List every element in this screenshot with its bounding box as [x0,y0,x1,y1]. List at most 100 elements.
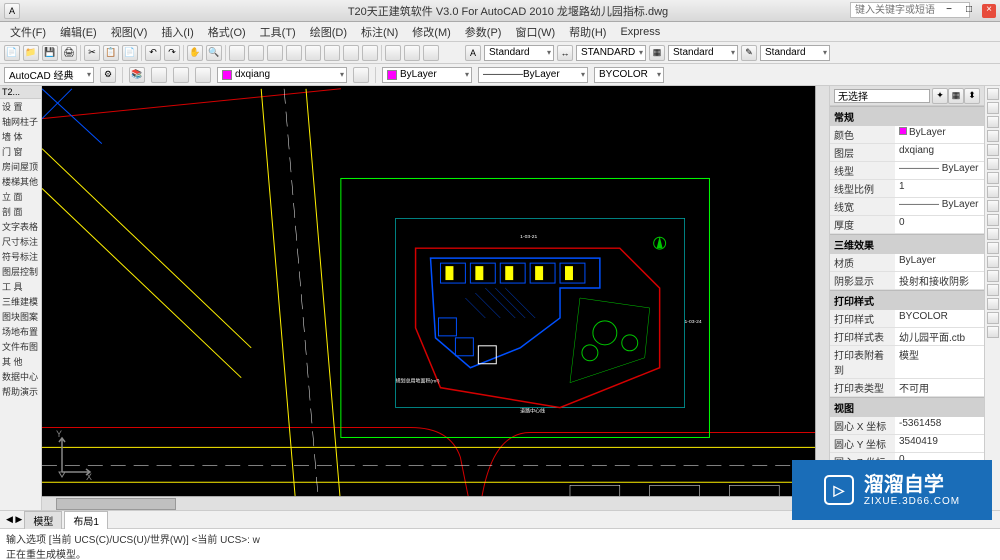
prop-btn-2[interactable]: ▦ [948,88,964,104]
prop-row[interactable]: 颜色ByLayer [830,126,984,144]
rtool-15[interactable] [987,284,999,296]
tbl-icon[interactable]: ▦ [649,45,665,61]
tool-c[interactable] [267,45,283,61]
prop-val[interactable]: 3540419 [895,435,984,452]
tool-k[interactable] [423,45,439,61]
tab-layout1[interactable]: 布局1 [64,511,108,529]
left-tab[interactable]: T2... [0,86,41,99]
menu-edit[interactable]: 编辑(E) [54,22,103,42]
prop-row[interactable]: 打印样式表幼儿园平面.ctb [830,328,984,346]
scrollbar-thumb[interactable] [56,498,176,510]
color-dropdown[interactable]: ByLayer [382,67,472,83]
left-item-2[interactable]: 墙 体 [0,129,41,144]
rtool-6[interactable] [987,158,999,170]
lineweight-dropdown[interactable]: BYCOLOR [594,67,664,83]
left-item-0[interactable]: 设 置 [0,99,41,114]
rtool-7[interactable] [987,172,999,184]
mleaderstyle-dropdown[interactable]: Standard [760,45,830,61]
left-item-13[interactable]: 三维建模 [0,294,41,309]
menu-param[interactable]: 参数(P) [459,22,508,42]
menu-window[interactable]: 窗口(W) [509,22,561,42]
scrollbar-horizontal[interactable] [42,496,815,510]
left-item-16[interactable]: 文件布图 [0,339,41,354]
dim-icon2[interactable]: ↔ [557,45,573,61]
dim-icon[interactable]: A [465,45,481,61]
prop-row[interactable]: 圆心 X 坐标-5361458 [830,417,984,435]
ml-icon[interactable]: ✎ [741,45,757,61]
save-icon[interactable]: 💾 [42,45,58,61]
prop-val[interactable]: 1 [895,180,984,197]
scrollbar-vertical[interactable] [815,86,829,496]
prop-row[interactable]: 线型———— ByLayer [830,162,984,180]
rtool-1[interactable] [987,88,999,100]
prop-row[interactable]: 打印样式BYCOLOR [830,310,984,328]
left-item-11[interactable]: 图层控制 [0,264,41,279]
menu-dim[interactable]: 标注(N) [355,22,404,42]
prop-val[interactable]: 模型 [895,346,984,378]
left-item-14[interactable]: 图块图案 [0,309,41,324]
prop-val[interactable]: ———— ByLayer [895,198,984,215]
tool-j[interactable] [404,45,420,61]
redo-icon[interactable]: ↷ [164,45,180,61]
left-item-3[interactable]: 门 窗 [0,144,41,159]
tool-e[interactable] [305,45,321,61]
tool-i[interactable] [385,45,401,61]
rtool-11[interactable] [987,228,999,240]
left-item-19[interactable]: 帮助演示 [0,384,41,399]
prop-row[interactable]: 圆心 Y 坐标3540419 [830,435,984,453]
drawing-canvas[interactable]: 1-03-21 道路中心线 1-03-24 规划总用地面积(m²) Y X [42,86,829,510]
prop-group[interactable]: 打印样式 [830,290,984,310]
open-icon[interactable]: 📁 [23,45,39,61]
left-item-15[interactable]: 场地布置 [0,324,41,339]
layer-mgr-icon[interactable]: 📚 [129,67,145,83]
menu-draw[interactable]: 绘图(D) [304,22,353,42]
maximize-icon[interactable]: □ [962,4,976,18]
layer-dropdown[interactable]: dxqiang [217,67,347,83]
prop-group[interactable]: 视图 [830,397,984,417]
menu-view[interactable]: 视图(V) [105,22,154,42]
left-item-8[interactable]: 文字表格 [0,219,41,234]
menu-help[interactable]: 帮助(H) [563,22,612,42]
prop-val[interactable]: -5361458 [895,417,984,434]
menu-file[interactable]: 文件(F) [4,22,52,42]
prop-group[interactable]: 常规 [830,106,984,126]
menu-express[interactable]: Express [614,24,666,40]
tool-d[interactable] [286,45,302,61]
tool-f[interactable] [324,45,340,61]
prop-row[interactable]: 线型比例1 [830,180,984,198]
linetype-dropdown[interactable]: ———— ByLayer [478,67,588,83]
minimize-icon[interactable]: − [942,4,956,18]
prop-val[interactable]: ByLayer [895,126,984,143]
layer-e-icon[interactable] [353,67,369,83]
pan-icon[interactable]: ✋ [187,45,203,61]
menu-insert[interactable]: 插入(I) [155,22,199,42]
rtool-13[interactable] [987,256,999,268]
rtool-9[interactable] [987,200,999,212]
prop-group[interactable]: 三维效果 [830,234,984,254]
dimstyle-dropdown[interactable]: STANDARD [576,45,646,61]
rtool-8[interactable] [987,186,999,198]
prop-row[interactable]: 厚度0 [830,216,984,234]
prop-row[interactable]: 打印表类型不可用 [830,379,984,397]
rtool-16[interactable] [987,298,999,310]
prop-val[interactable]: ByLayer [895,254,984,271]
rtool-14[interactable] [987,270,999,282]
left-item-18[interactable]: 数据中心 [0,369,41,384]
workspace-dropdown[interactable]: AutoCAD 经典 [4,67,94,83]
layer-c-icon[interactable] [173,67,189,83]
left-item-5[interactable]: 楼梯其他 [0,174,41,189]
menu-modify[interactable]: 修改(M) [406,22,457,42]
prop-row[interactable]: 打印表附着到模型 [830,346,984,379]
new-icon[interactable]: 📄 [4,45,20,61]
menu-format[interactable]: 格式(O) [202,22,252,42]
left-item-9[interactable]: 尺寸标注 [0,234,41,249]
rtool-12[interactable] [987,242,999,254]
left-item-7[interactable]: 剖 面 [0,204,41,219]
prop-val[interactable]: dxqiang [895,144,984,161]
left-item-1[interactable]: 轴网柱子 [0,114,41,129]
tool-b[interactable] [248,45,264,61]
prop-val[interactable]: 0 [895,216,984,233]
rtool-10[interactable] [987,214,999,226]
prop-row[interactable]: 线宽———— ByLayer [830,198,984,216]
copy-icon[interactable]: 📋 [103,45,119,61]
